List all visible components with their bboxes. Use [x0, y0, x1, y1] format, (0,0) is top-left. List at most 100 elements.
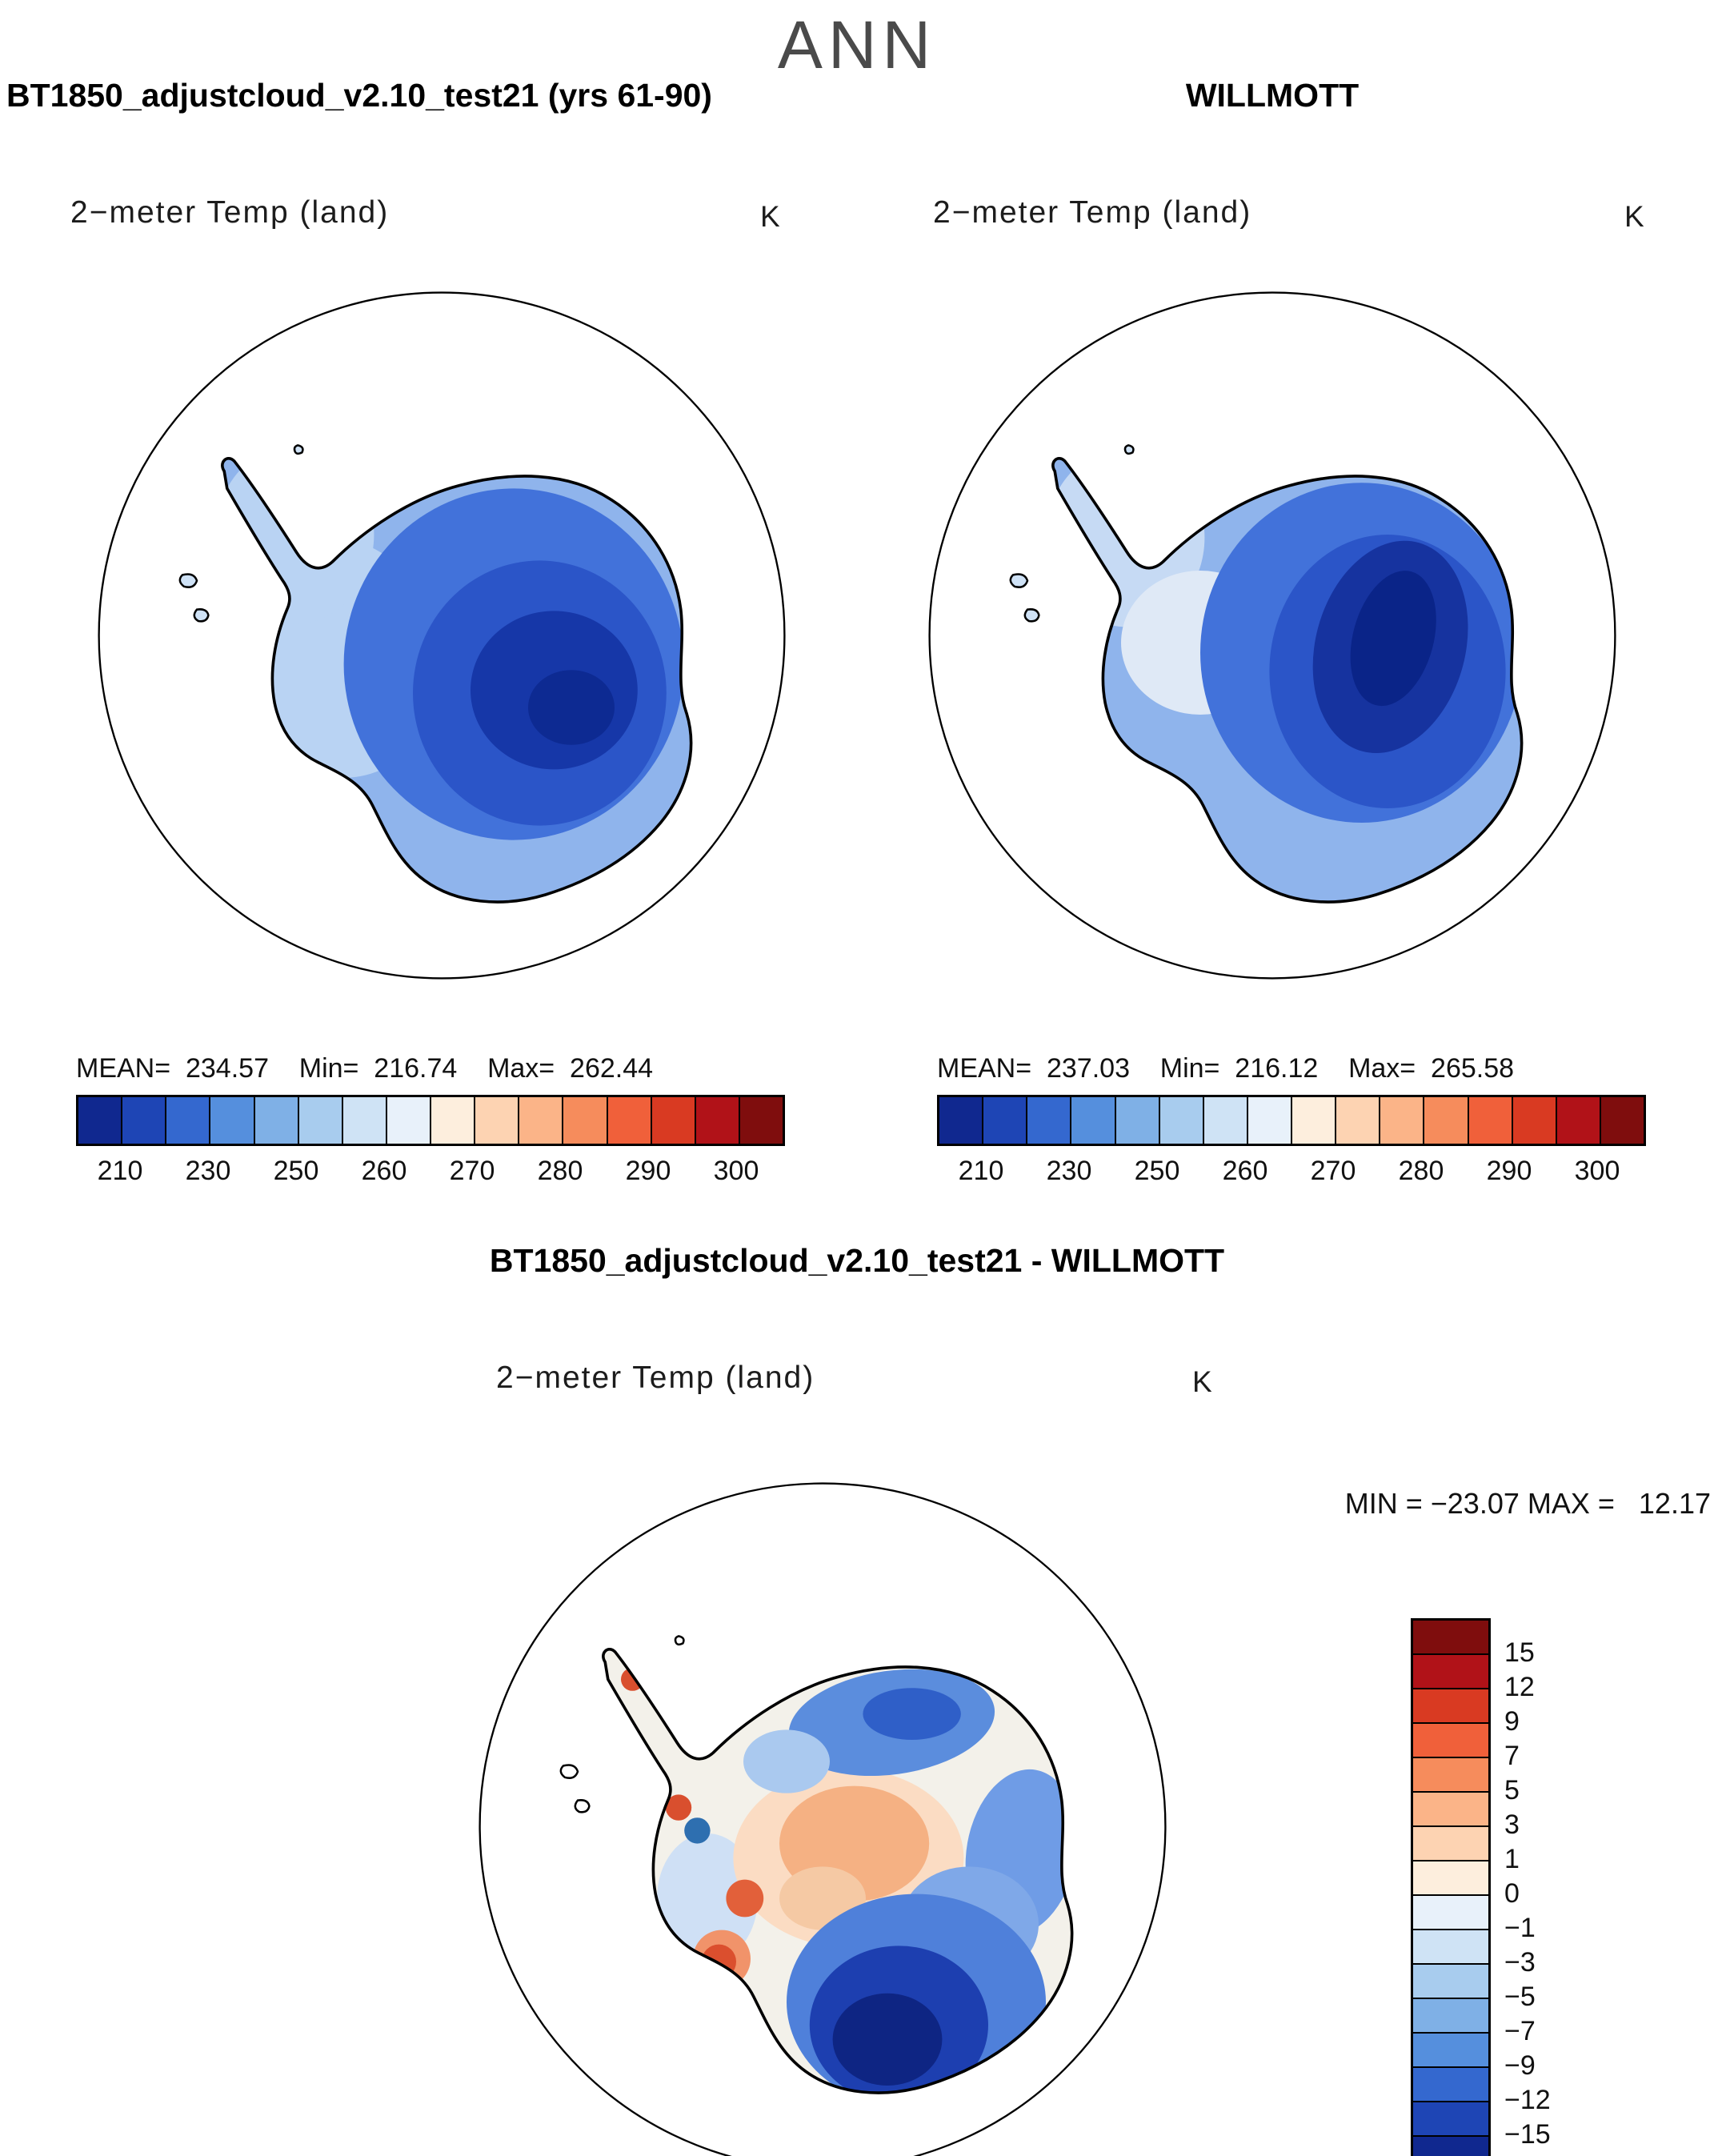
colorbar-cell	[1292, 1097, 1337, 1144]
colorbar-cell	[1413, 1965, 1488, 1999]
colorbar-model-ticks: 210 230 250 260 270 280 290 300	[76, 1156, 780, 1191]
diff-map-subtitle: 2−meter Temp (land)	[496, 1361, 815, 1395]
obs-map-svg	[928, 291, 1616, 980]
colorbar-cell	[1413, 1999, 1488, 2034]
colorbar-cell	[1380, 1097, 1425, 1144]
colorbar-cell	[1027, 1097, 1072, 1144]
colorbar-tick-label: 270	[1310, 1156, 1356, 1186]
colorbar-tick-label: 280	[1398, 1156, 1444, 1186]
colorbar-cell	[386, 1097, 431, 1144]
colorbar-cell	[1413, 1930, 1488, 1965]
colorbar-cell	[122, 1097, 167, 1144]
colorbar-tick-label: 260	[1222, 1156, 1268, 1186]
colorbar-tick-label: −12	[1504, 2085, 1551, 2115]
obs-stats-line: MEAN= 237.03 Min= 216.12 Max= 265.58	[937, 1053, 1515, 1084]
colorbar-cell	[939, 1097, 984, 1144]
colorbar-cell	[607, 1097, 652, 1144]
colorbar-tick-label: 260	[361, 1156, 407, 1186]
colorbar-diff	[1411, 1618, 1491, 2156]
colorbar-cell	[1413, 2137, 1488, 2156]
colorbar-tick-label: 270	[449, 1156, 495, 1186]
colorbar-cell	[1468, 1097, 1513, 1144]
season-title: ANN	[777, 7, 937, 82]
colorbar-cell	[651, 1097, 696, 1144]
antarctica-coastline	[602, 1648, 1074, 2094]
colorbar-cell	[1413, 1896, 1488, 1930]
antarctica-coastline	[221, 457, 693, 904]
colorbar-tick-label: −5	[1504, 1982, 1536, 2012]
colorbar-tick-label: 300	[713, 1156, 759, 1186]
colorbar-tick-label: 210	[958, 1156, 1004, 1186]
diff-units-label: K	[1192, 1365, 1212, 1398]
colorbar-tick-label: 250	[1134, 1156, 1180, 1186]
obs-panel-header: WILLMOTT	[1185, 77, 1360, 114]
colorbar-cell	[1413, 2068, 1488, 2102]
colorbar-obs	[937, 1095, 1646, 1146]
colorbar-tick-label: 300	[1574, 1156, 1620, 1186]
colorbar-cell	[1413, 1724, 1488, 1758]
model-stats-line: MEAN= 234.57 Min= 216.74 Max= 262.44	[76, 1053, 654, 1084]
temperature-shading	[222, 458, 691, 903]
obs-units-label: K	[1624, 200, 1644, 233]
colorbar-cell	[1159, 1097, 1204, 1144]
colorbar-cell	[1413, 1827, 1488, 1861]
colorbar-cell	[431, 1097, 476, 1144]
colorbar-cell	[983, 1097, 1028, 1144]
colorbar-tick-label: −7	[1504, 2016, 1536, 2046]
model-units-label: K	[760, 200, 780, 233]
model-panel-header: BT1850_adjustcloud_v2.10_test21 (yrs 61-…	[6, 77, 712, 114]
colorbar-tick-label: 290	[1486, 1156, 1532, 1186]
colorbar-cell	[298, 1097, 343, 1144]
colorbar-tick-label: 15	[1504, 1637, 1535, 1668]
colorbar-cell	[166, 1097, 211, 1144]
colorbar-tick-label: −1	[1504, 1913, 1536, 1943]
colorbar-cell	[519, 1097, 564, 1144]
colorbar-tick-label: 210	[97, 1156, 143, 1186]
colorbar-cell	[1203, 1097, 1248, 1144]
colorbar-tick-label: 7	[1504, 1741, 1520, 1771]
colorbar-cell	[342, 1097, 387, 1144]
colorbar-cell	[210, 1097, 255, 1144]
colorbar-cell	[739, 1097, 783, 1144]
colorbar-cell	[78, 1097, 123, 1144]
difference-shading	[603, 1649, 1072, 2094]
colorbar-cell	[1071, 1097, 1116, 1144]
islands	[178, 444, 304, 623]
colorbar-cell	[1424, 1097, 1469, 1144]
colorbar-cell	[1413, 2102, 1488, 2137]
colorbar-cell	[563, 1097, 608, 1144]
antarctica-coastline	[1051, 457, 1524, 904]
colorbar-cell	[1600, 1097, 1644, 1144]
colorbar-tick-label: 280	[537, 1156, 583, 1186]
colorbar-cell	[1115, 1097, 1160, 1144]
islands	[559, 1635, 685, 1813]
colorbar-cell	[1413, 1655, 1488, 1689]
diff-panel-title: BT1850_adjustcloud_v2.10_test21 - WILLMO…	[489, 1242, 1225, 1279]
diff-minmax-line: MIN = −23.07 MAX = 12.17	[1344, 1487, 1711, 1520]
colorbar-cell	[1413, 1861, 1488, 1896]
islands	[1009, 444, 1135, 623]
colorbar-tick-label: 1	[1504, 1844, 1520, 1874]
colorbar-tick-label: −3	[1504, 1947, 1536, 1978]
colorbar-model	[76, 1095, 785, 1146]
colorbar-cell	[1556, 1097, 1601, 1144]
colorbar-cell	[695, 1097, 740, 1144]
colorbar-tick-label: 5	[1504, 1775, 1520, 1805]
colorbar-cell	[1413, 1689, 1488, 1724]
colorbar-tick-label: 12	[1504, 1672, 1535, 1702]
colorbar-tick-label: 0	[1504, 1878, 1520, 1909]
colorbar-cell	[1413, 1793, 1488, 1827]
colorbar-tick-label: 230	[185, 1156, 231, 1186]
model-map-svg	[98, 291, 786, 980]
colorbar-cell	[1512, 1097, 1557, 1144]
colorbar-cell	[1247, 1097, 1292, 1144]
colorbar-diff-ticks: 15 12 9 7 5 3 1 0 −1 −3 −5 −7 −9 −12 −15	[1504, 1618, 1616, 2156]
colorbar-cell	[475, 1097, 520, 1144]
colorbar-tick-label: −9	[1504, 2050, 1536, 2081]
colorbar-cell	[1413, 1758, 1488, 1793]
obs-map-subtitle: 2−meter Temp (land)	[933, 195, 1252, 230]
colorbar-cell	[254, 1097, 299, 1144]
colorbar-tick-label: 3	[1504, 1809, 1520, 1840]
colorbar-cell	[1413, 2034, 1488, 2068]
